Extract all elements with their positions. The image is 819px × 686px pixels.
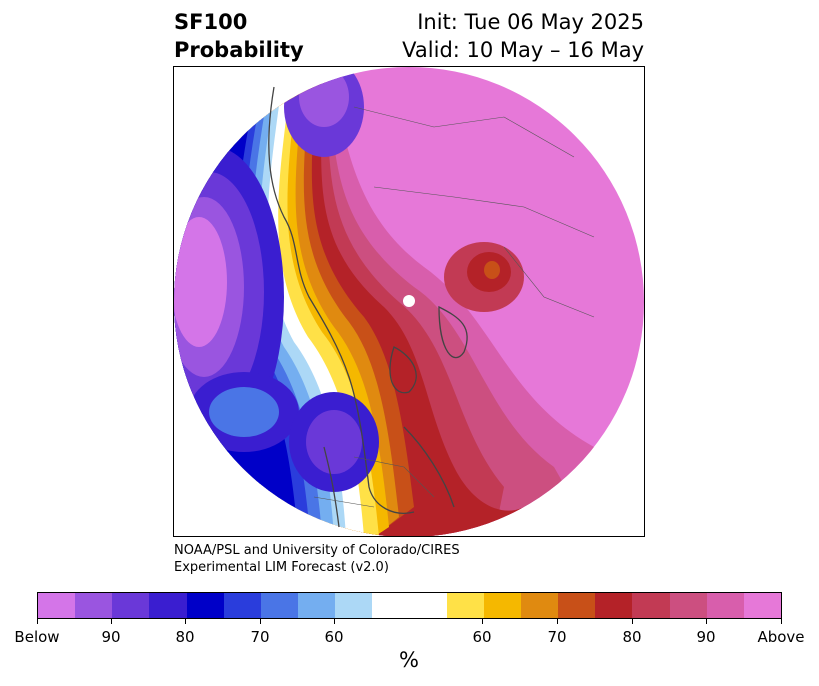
- probability-field: [174, 67, 644, 536]
- colorbar-below-segment-3: [149, 593, 187, 618]
- colorbar-tick-mark: [780, 619, 782, 624]
- colorbar-below-segment-6: [260, 593, 299, 618]
- colorbar-above-segment-6: [669, 593, 707, 618]
- colorbar-below-segment-7: [298, 593, 336, 618]
- colorbar-unit: %: [399, 648, 419, 672]
- colorbar-tick-mark: [333, 619, 335, 624]
- colorbar-tick-label: 90: [696, 628, 716, 646]
- borders: [313, 106, 595, 508]
- colorbar-tick-label: 60: [472, 628, 492, 646]
- colorbar-tick-mark: [705, 619, 707, 624]
- colorbar-above-segment-7: [706, 593, 744, 618]
- credit-line-1: NOAA/PSL and University of Colorado/CIRE…: [174, 543, 460, 558]
- colorbar-tick-label: 80: [622, 628, 642, 646]
- credit-text: NOAA/PSL and University of Colorado/CIRE…: [174, 542, 460, 576]
- init-date: Init: Tue 06 May 2025: [417, 10, 644, 34]
- colorbar-above-segment-4: [595, 593, 633, 618]
- colorbar-tick-mark: [481, 619, 483, 624]
- credit-line-2: Experimental LIM Forecast (v2.0): [174, 560, 389, 575]
- colorbar-tick-mark: [36, 619, 38, 624]
- forecast-map: [173, 66, 645, 537]
- colorbar-above-segment-1: [483, 593, 522, 618]
- colorbar-tick-mark: [556, 619, 558, 624]
- colorbar-tick-mark: [631, 619, 633, 624]
- coastlines: [268, 86, 468, 528]
- colorbar-below-segment-4: [186, 593, 224, 618]
- colorbar-neutral-segment: [372, 593, 447, 618]
- colorbar-tick-label: 60: [324, 628, 344, 646]
- colorbar-tick-mark: [259, 619, 261, 624]
- colorbar-tick-label: 90: [101, 628, 121, 646]
- colorbar-below-segment-5: [223, 593, 261, 618]
- title-line-2: Probability: [174, 38, 304, 62]
- title-line-1: SF100: [174, 10, 248, 34]
- colorbar-above-segment-3: [558, 593, 596, 618]
- colorbar-tick-label: 70: [250, 628, 270, 646]
- colorbar-above-segment-8: [743, 593, 782, 618]
- colorbar-tick-label: Above: [757, 628, 805, 646]
- colorbar: [37, 592, 782, 619]
- colorbar-below-segment-8: [335, 593, 373, 618]
- colorbar-tick-mark: [110, 619, 112, 624]
- map-title: SF100 Probability: [174, 8, 304, 64]
- colorbar-above-segment-0: [446, 593, 484, 618]
- colorbar-below-segment-2: [112, 593, 150, 618]
- colorbar-tick-label: 80: [175, 628, 195, 646]
- colorbar-below-segment-1: [75, 593, 113, 618]
- colorbar-below-segment-0: [38, 593, 76, 618]
- colorbar-above-segment-2: [521, 593, 559, 618]
- colorbar-above-segment-5: [632, 593, 670, 618]
- pole-marker: [403, 295, 415, 307]
- colorbar-tick-label: 70: [547, 628, 567, 646]
- forecast-dates: Init: Tue 06 May 2025 Valid: 10 May – 16…: [402, 8, 644, 64]
- map-canvas: [174, 67, 644, 536]
- colorbar-tick-mark: [184, 619, 186, 624]
- valid-dates: Valid: 10 May – 16 May: [402, 38, 644, 62]
- colorbar-tick-label: Below: [14, 628, 60, 646]
